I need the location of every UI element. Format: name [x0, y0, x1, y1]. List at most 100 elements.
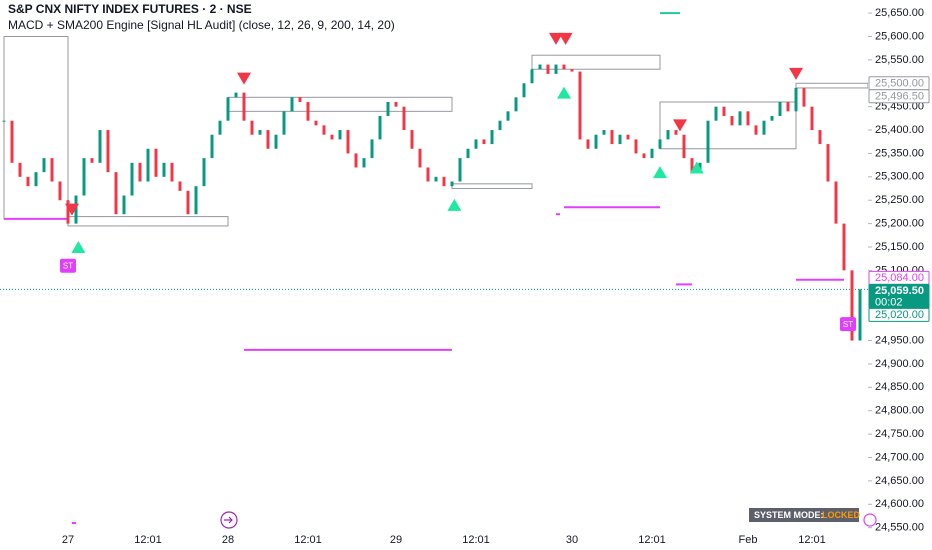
y-tick-label: 25,450.00	[875, 101, 924, 113]
candle	[322, 125, 326, 135]
price-axis-labels: 25,650.0025,600.0025,550.0025,450.0025,4…	[868, 7, 930, 534]
y-tick-label: 24,850.00	[875, 381, 924, 393]
y-tick-label: 24,800.00	[875, 405, 924, 417]
candle	[578, 71, 582, 140]
price-tag-label: 25,500.00	[875, 77, 924, 89]
price-tag-label: 25,496.50	[875, 90, 924, 102]
price-tag-countdown: 00:02	[875, 296, 903, 308]
candle	[778, 101, 782, 117]
candle	[802, 87, 806, 107]
candle	[114, 172, 118, 215]
candle	[306, 101, 310, 121]
candle	[538, 64, 542, 70]
candle	[498, 120, 502, 131]
candle	[594, 134, 598, 149]
candle	[274, 134, 278, 149]
candle	[706, 120, 710, 163]
candle	[170, 162, 174, 182]
candle	[650, 148, 654, 159]
x-tick-label: 27	[62, 534, 74, 546]
candle	[610, 130, 614, 145]
candle	[242, 92, 246, 121]
sell-signal	[789, 67, 803, 80]
candle	[90, 158, 94, 163]
y-tick-label: 25,300.00	[875, 171, 924, 183]
candle	[722, 106, 726, 117]
candle	[682, 134, 686, 159]
candle	[626, 134, 630, 140]
candle	[858, 289, 862, 341]
candle	[394, 101, 398, 107]
candle	[618, 134, 622, 145]
candle	[458, 158, 462, 182]
y-tick-label: 25,200.00	[875, 218, 924, 230]
candle	[482, 139, 486, 145]
x-tick-label: 12:01	[134, 534, 162, 546]
y-tick-label: 24,650.00	[875, 475, 924, 487]
plot-area: ST ST	[0, 12, 869, 524]
range-box	[531, 54, 661, 70]
candle	[570, 69, 574, 72]
candle	[530, 69, 534, 84]
y-tick-label: 24,750.00	[875, 428, 924, 440]
candle	[602, 130, 606, 135]
st-marker	[60, 258, 76, 273]
candle	[546, 64, 550, 74]
candle	[314, 120, 318, 126]
candle	[154, 148, 158, 177]
sell-signal	[65, 203, 79, 216]
candle	[666, 130, 670, 140]
price-tag-label: 25,059.50	[875, 285, 924, 297]
candle	[378, 116, 382, 140]
buy-signal	[653, 166, 667, 179]
x-tick-label: 29	[390, 534, 402, 546]
buy-signal	[557, 86, 571, 99]
candle	[82, 158, 86, 196]
candle	[442, 176, 446, 187]
candle	[338, 130, 342, 140]
candle	[634, 139, 638, 154]
y-tick-label: 25,400.00	[875, 124, 924, 136]
candle	[98, 130, 102, 163]
candle	[690, 158, 694, 173]
candle	[66, 200, 70, 224]
candle	[346, 130, 350, 154]
x-tick-label: 12:01	[798, 534, 826, 546]
candle	[210, 134, 214, 159]
candle	[730, 116, 734, 126]
x-tick-label: 12:01	[638, 534, 666, 546]
candle	[674, 130, 678, 135]
candle	[258, 130, 262, 135]
y-tick-label: 25,650.00	[875, 7, 924, 19]
candle	[746, 111, 750, 126]
candle	[146, 148, 150, 182]
candle	[42, 158, 46, 173]
x-tick-label: 30	[566, 534, 578, 546]
candle	[330, 134, 334, 140]
candle	[290, 97, 294, 112]
candle	[426, 167, 430, 182]
y-tick-label: 24,950.00	[875, 334, 924, 346]
y-tick-label: 25,250.00	[875, 194, 924, 206]
event-icon[interactable]	[863, 513, 877, 527]
buy-signal	[689, 161, 704, 174]
candle	[770, 116, 774, 121]
candle	[402, 106, 406, 131]
y-tick-label: 25,350.00	[875, 147, 924, 159]
candle	[34, 172, 38, 187]
candle	[58, 181, 62, 201]
y-tick-label: 24,550.00	[875, 522, 924, 534]
candle	[506, 111, 510, 121]
candle	[106, 130, 110, 173]
x-tick-label: 28	[222, 534, 234, 546]
y-tick-label: 24,900.00	[875, 358, 924, 370]
candle	[298, 97, 302, 102]
candle	[234, 92, 238, 98]
candle	[186, 190, 190, 215]
range-box	[659, 101, 797, 150]
range-box	[451, 183, 533, 190]
candle	[410, 130, 414, 149]
x-tick-label: Feb	[739, 534, 758, 546]
sell-signal	[549, 32, 563, 45]
